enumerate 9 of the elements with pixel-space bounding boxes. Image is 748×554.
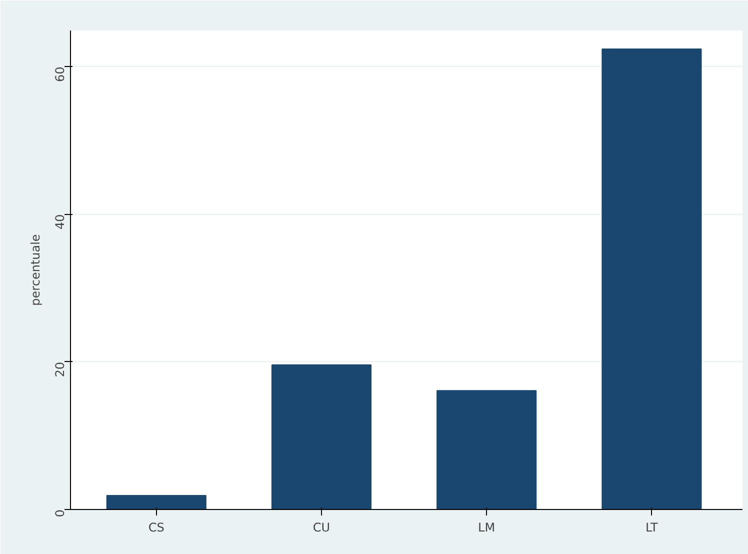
- x-tick-label: CS: [148, 520, 164, 534]
- y-tick-label: 20: [53, 362, 67, 378]
- y-axis-title: percentuale: [28, 234, 42, 306]
- y-tick-label: 60: [53, 66, 67, 82]
- y-tick-label: 40: [53, 214, 67, 230]
- x-tick-label: LM: [478, 520, 496, 534]
- y-tick-label: 0: [53, 509, 67, 518]
- x-tick-label: CU: [312, 520, 330, 534]
- x-tick-label: LT: [646, 520, 659, 534]
